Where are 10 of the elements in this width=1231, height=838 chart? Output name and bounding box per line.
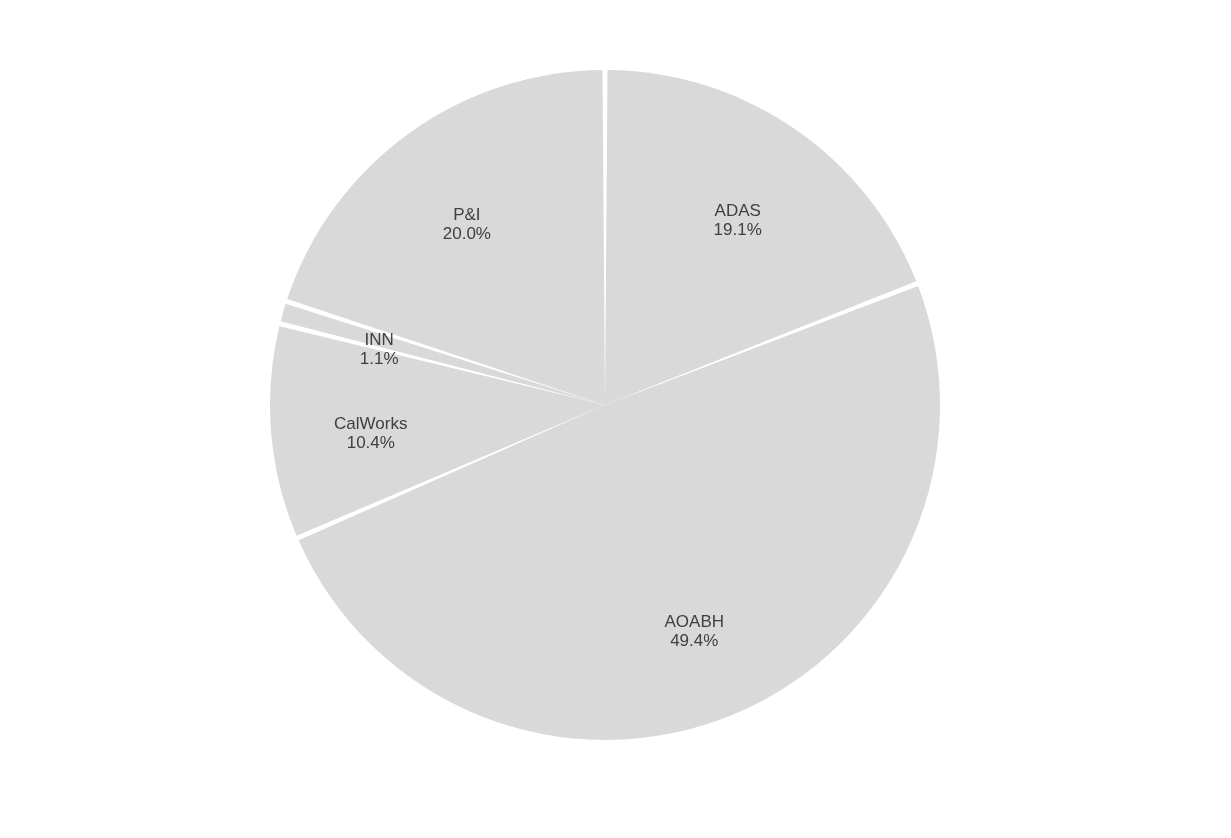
slice-label: P&I xyxy=(453,204,481,224)
data-label: 10.4% xyxy=(346,433,395,453)
slice-label: INN xyxy=(364,330,394,350)
slice-label: AOABH xyxy=(664,612,725,632)
slice-label: ADAS xyxy=(714,201,761,221)
data-label: 19.1% xyxy=(713,220,762,240)
data-label: 49.4% xyxy=(670,631,719,651)
data-label: 20.0% xyxy=(442,223,491,243)
slice-label: CalWorks xyxy=(334,414,408,434)
data-label: 1.1% xyxy=(359,349,399,369)
